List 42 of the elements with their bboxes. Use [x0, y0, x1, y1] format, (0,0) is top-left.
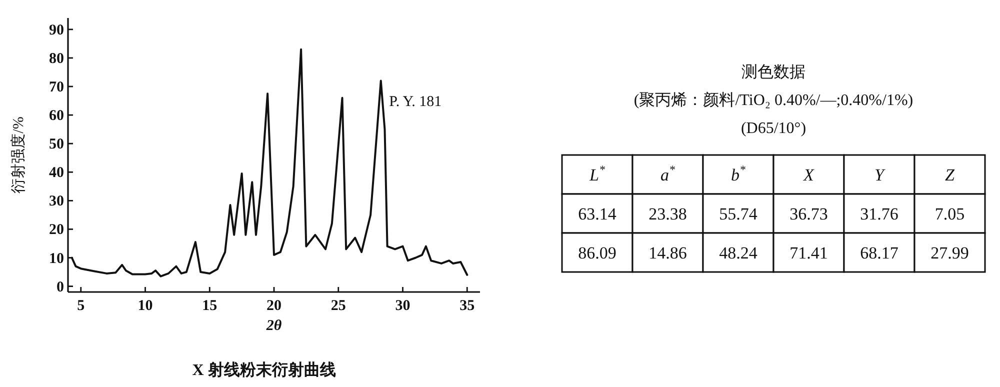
category-label: a$^{*}$ — [660, 162, 676, 184]
data-label: 63.14 — [578, 204, 617, 224]
y-tick-label: 30 — [49, 194, 64, 210]
y-tick-label: 90 — [49, 22, 64, 38]
category-label: L$^{*}$ — [588, 162, 606, 184]
data-label: 36.73 — [790, 204, 828, 224]
x-tick-label: 35 — [460, 298, 475, 314]
text: (聚丙烯：颜料/TiO₂ 0.40%/—;0.40%/1%) — [634, 91, 914, 109]
data-label: 86.09 — [578, 244, 616, 262]
x-tick-label: 10 — [138, 298, 153, 314]
data-label: 68.17 — [860, 244, 899, 262]
data-label: 14.86 — [648, 244, 687, 262]
text: X 射线粉末衍射曲线 — [192, 361, 336, 379]
x-tick-label: 20 — [266, 298, 282, 314]
data-label: 71.41 — [790, 244, 828, 262]
y-tick-label: 70 — [49, 80, 64, 96]
y-tick-label: 0 — [56, 279, 64, 296]
text: (D65/10°) — [740, 120, 806, 137]
y-tick-label: 40 — [49, 165, 64, 182]
data-label: 48.24 — [719, 244, 758, 262]
data-label: 55.74 — [719, 204, 758, 224]
y-tick-label: 10 — [49, 250, 64, 267]
category-label: X — [802, 166, 815, 184]
annotation: P. Y. 181 — [389, 94, 442, 110]
y-tick-label: 60 — [49, 108, 64, 124]
category-label: b$^{*}$ — [731, 162, 746, 184]
data-label: 31.76 — [860, 204, 898, 224]
x-tick-label: 5 — [77, 298, 85, 314]
data-label: 23.38 — [648, 204, 687, 224]
x-tick-label: 25 — [330, 298, 346, 314]
data-label: 27.99 — [930, 244, 969, 262]
text: 测色数据 — [742, 64, 806, 81]
y-tick-label: 50 — [49, 136, 64, 153]
y-tick-label: 80 — [49, 50, 64, 67]
data-label: 7.05 — [934, 204, 965, 224]
category-label: Z — [945, 166, 956, 184]
y-axis-title: 衍射强度/% — [10, 116, 27, 194]
x-axis-title: 2θ — [265, 318, 282, 334]
x-tick-label: 30 — [395, 298, 410, 314]
category-label: Y — [874, 166, 886, 184]
y-tick-label: 20 — [49, 222, 64, 238]
x-tick-label: 15 — [202, 298, 218, 314]
